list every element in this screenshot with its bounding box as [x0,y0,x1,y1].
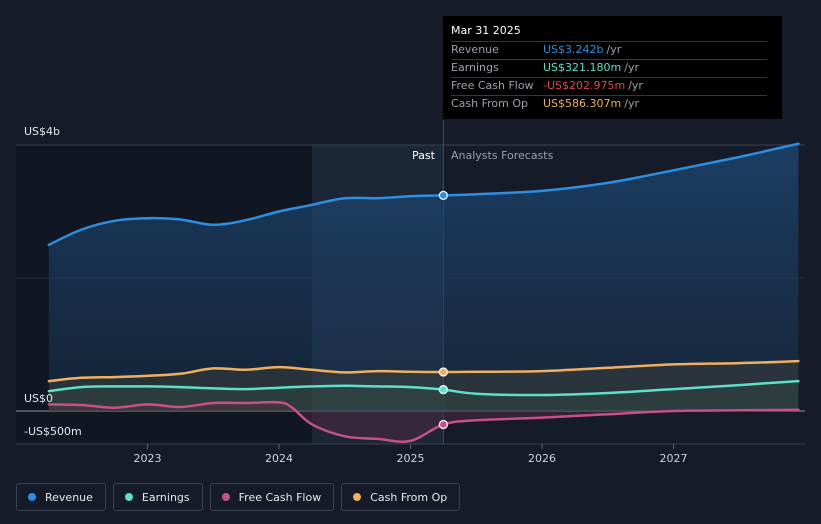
tooltip-row-cash-from-op: Cash From Op US$586.307m/yr [451,95,767,113]
legend-item-free-cash-flow[interactable]: Free Cash Flow [209,483,335,511]
past-label: Past [412,149,435,162]
tooltip-label: Earnings [451,61,499,74]
tooltip-unit: /yr [628,79,643,92]
cash-from-op-area [48,361,799,411]
x-tick-2025: 2025 [397,452,425,465]
cash-from-op-marker [438,367,448,377]
legend-dot-icon [124,493,133,501]
tooltip-label: Revenue [451,43,499,56]
earnings-line [47,379,800,397]
y-tick-top: US$4b [24,125,61,138]
tooltip-value: US$321.180m [543,61,622,74]
tooltip-unit: /yr [606,43,622,56]
x-tick-2023: 2023 [134,452,162,465]
earnings-marker [438,385,448,395]
x-tick-2027: 2027 [660,452,688,465]
legend-dot-icon [353,493,362,501]
tooltip-row-revenue: Revenue US$3.242b/yr [451,41,767,59]
legend-item-cash-from-op[interactable]: Cash From Op [341,483,461,511]
free-cash-flow-line [47,400,800,443]
free-cash-flow-marker [438,419,448,430]
tooltip-value: US$3.242b [543,43,604,56]
revenue-area [48,143,799,411]
legend-label: Earnings [141,490,190,504]
legend-dot-icon [221,493,230,501]
tooltip-row-earnings: Earnings US$321.180m/yr [451,59,767,77]
tooltip-value: -US$202.975m [543,79,626,92]
tooltip-value: US$586.307m [543,97,622,110]
tooltip-unit: /yr [624,97,639,110]
tooltip-date: Mar 31 2025 [451,24,521,37]
x-tick-2024: 2024 [265,452,293,465]
legend-item-earnings[interactable]: Earnings [112,483,203,511]
cash-from-op-line [47,359,800,383]
legend-label: Cash From Op [370,490,448,504]
forecast-label: Analysts Forecasts [451,149,554,162]
free-cash-flow-area [48,402,799,442]
x-tick-2026: 2026 [528,452,556,465]
revenue-marker [438,190,448,201]
tooltip-row-free-cash-flow: Free Cash Flow -US$202.975m/yr [451,77,767,95]
hover-tooltip: Mar 31 2025 Revenue US$3.242b/yr Earnings U… [443,16,782,119]
legend: Revenue Earnings Free Cash Flow Cash From O… [16,483,467,511]
tooltip-unit: /yr [624,61,639,74]
y-tick-neg: -US$500m [24,425,82,438]
tooltip-label: Cash From Op [451,97,529,110]
legend-dot-icon [28,493,36,501]
revenue-line [47,142,800,247]
legend-label: Free Cash Flow [238,490,322,504]
y-tick-zero: US$0 [24,392,54,405]
tooltip-label: Free Cash Flow [451,79,534,92]
legend-item-revenue[interactable]: Revenue [16,483,106,511]
legend-label: Revenue [45,490,93,504]
